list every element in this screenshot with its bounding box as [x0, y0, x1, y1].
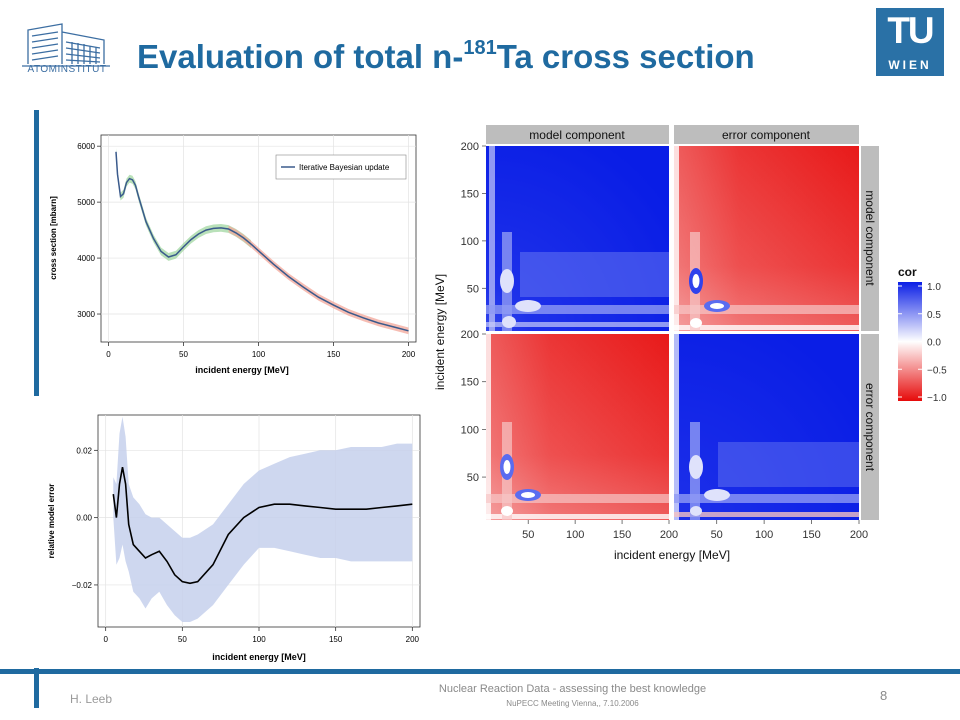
relative-error-xlabel: incident energy [MeV] [212, 652, 306, 662]
page-number: 8 [880, 688, 888, 703]
heatmap-tick-label-y-0-1: 100 [461, 236, 479, 248]
tick-label-x-3: 150 [327, 350, 341, 359]
title-prefix: Evaluation of total n- [137, 38, 464, 75]
heatmap-tick-label-x-0-3: 200 [660, 529, 678, 541]
legend-label: Iterative Bayesian update [299, 163, 390, 172]
panel-model-error [674, 146, 859, 331]
colorbar-label-1: 0.5 [927, 310, 941, 321]
colorbar-label-4: −1.0 [927, 393, 947, 404]
tick-label-x-4: 200 [402, 350, 416, 359]
colorbar-label-3: −0.5 [927, 365, 947, 376]
cross-section-band-green [116, 147, 251, 261]
colorbar-label-0: 1.0 [927, 282, 941, 293]
panel-error-model [486, 334, 669, 520]
accent-bar-footer [34, 668, 39, 708]
heatmap-axes: 50 100 150 200 50 100 150 200 50 100 150 200 50 100 15… [461, 141, 869, 541]
correlation-heatmap: model component error component model co… [433, 125, 947, 562]
tu-wien-logo-bottom: WIEN [888, 58, 932, 72]
cross-section-xlabel: incident energy [MeV] [195, 365, 289, 375]
heatmap-tick-label-x-1-3: 200 [850, 529, 868, 541]
panel-model-model [486, 146, 669, 331]
heatmap-tick-label-y-0-2: 150 [461, 188, 479, 200]
colorbar-ticks: 1.0 0.5 0.0 −0.5 −1.0 [898, 282, 947, 404]
tick-label-y-0: −0.02 [72, 581, 93, 590]
colorbar-title: cor [898, 265, 917, 279]
tick-label-y-1: 4000 [77, 254, 95, 263]
heatmap-tick-label-x-0-2: 150 [613, 529, 631, 541]
tick-label-x-1: 50 [179, 350, 188, 359]
strip-model-component-row-label: model component [863, 190, 877, 286]
relative-error-axes: 0 50 100 150 200 −0.02 0.00 0.02 [72, 446, 420, 644]
atominstitut-logo-text: ATOMINSTITUT [27, 64, 107, 75]
heatmap-tick-label-x-0-1: 100 [566, 529, 584, 541]
relative-error-ylabel: relative model error [47, 484, 56, 559]
strip-error-component-col [674, 125, 859, 144]
footer-divider [0, 669, 960, 674]
heatmap-xlabel: incident energy [MeV] [614, 548, 730, 562]
relative-error-chart: 0 50 100 150 200 −0.02 0.00 0.02 incident energ… [47, 414, 421, 662]
tick-label-y-2: 0.02 [76, 446, 92, 455]
tick-label-x-0: 0 [106, 350, 111, 359]
footer-author: H. Leeb [70, 692, 113, 706]
heatmap-tick-label-y-1-3: 200 [461, 329, 479, 341]
footer-title: Nuclear Reaction Data - assessing the be… [438, 683, 707, 695]
tick-label-x-0: 0 [103, 635, 108, 644]
strip-error-component-row [861, 334, 879, 520]
tick-label-x-4: 200 [406, 635, 420, 644]
cross-section-legend [275, 154, 407, 180]
tick-label-x-2: 100 [252, 350, 266, 359]
tick-label-x-2: 100 [252, 635, 266, 644]
atominstitut-logo [22, 23, 110, 67]
heatmap-tick-label-y-0-3: 200 [461, 141, 479, 153]
cross-section-chart: 0 50 100 150 200 3000 4000 5000 6000 Iterative B… [49, 134, 417, 375]
cross-section-line [115, 151, 409, 332]
tick-label-y-0: 3000 [77, 310, 95, 319]
tick-label-y-3: 6000 [77, 142, 95, 151]
slide-title: Evaluation of total n-181Ta cross sectio… [137, 37, 755, 76]
title-suffix: Ta cross section [496, 38, 755, 75]
title-superscript: 181 [463, 37, 497, 59]
heatmap-tick-label-x-1-0: 50 [711, 529, 723, 541]
strip-model-component-col-label: model component [529, 128, 625, 142]
panel-error-error [674, 334, 859, 520]
tick-label-y-2: 5000 [77, 198, 95, 207]
strip-model-component-col [486, 125, 669, 144]
tick-label-y-1: 0.00 [76, 514, 92, 523]
heatmap-tick-label-x-1-1: 100 [755, 529, 773, 541]
accent-bar-top [34, 110, 39, 396]
relative-error-band [113, 416, 413, 622]
tu-wien-logo: TU WIEN [876, 8, 944, 76]
cross-section-ylabel: cross section [mbarn] [49, 196, 58, 280]
strip-error-component-row-label: error component [863, 383, 877, 472]
heatmap-tick-label-x-1-2: 150 [802, 529, 820, 541]
strip-model-component-row [861, 146, 879, 331]
heatmap-tick-label-y-1-2: 150 [461, 377, 479, 389]
cross-section-axes: 0 50 100 150 200 3000 4000 5000 6000 [77, 142, 416, 359]
relative-error-line [112, 467, 413, 585]
tick-label-x-1: 50 [178, 635, 187, 644]
heatmap-tick-label-x-0-0: 50 [522, 529, 534, 541]
tick-label-x-3: 150 [329, 635, 343, 644]
heatmap-tick-label-y-0-0: 50 [467, 283, 479, 295]
colorbar-label-2: 0.0 [927, 338, 941, 349]
tu-wien-logo-top: TU [887, 10, 934, 51]
heatmap-tick-label-y-1-0: 50 [467, 472, 479, 484]
cross-section-band-red [228, 225, 409, 335]
strip-error-component-col-label: error component [722, 128, 811, 142]
heatmap-ylabel: incident energy [MeV] [433, 274, 447, 390]
heatmap-tick-label-y-1-1: 100 [461, 424, 479, 436]
cross-section-grid [101, 135, 416, 342]
footer-subtitle: NuPECC Meeting Vienna,, 7.10.2006 [506, 699, 639, 708]
